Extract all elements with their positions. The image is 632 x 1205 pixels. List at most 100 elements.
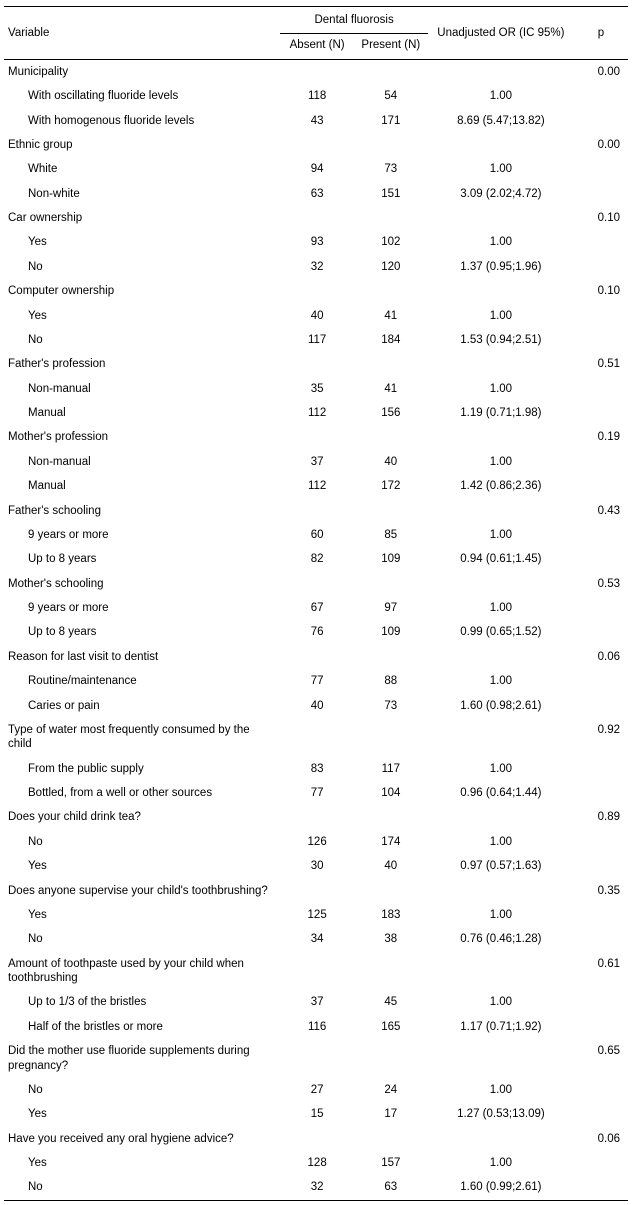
table-row: Yes15171.27 (0.53;13.09) [4, 1102, 628, 1126]
table-row: Yes1281571.00 [4, 1151, 628, 1175]
table-row: Manual1121721.42 (0.86;2.36) [4, 474, 628, 498]
p-value: 0.53 [574, 572, 628, 596]
empty-cell [354, 499, 428, 523]
absent-value: 94 [280, 157, 353, 181]
row-label: No [4, 927, 280, 951]
empty-cell [354, 59, 428, 84]
empty-cell [428, 279, 574, 303]
absent-value: 116 [280, 1015, 353, 1039]
empty-cell [280, 279, 353, 303]
table-row: From the public supply831171.00 [4, 757, 628, 781]
table-row: Yes1251831.00 [4, 903, 628, 927]
present-value: 40 [354, 450, 428, 474]
row-label: Manual [4, 474, 280, 498]
table-body: Municipality0.00With oscillating fluorid… [4, 59, 628, 1200]
present-value: 172 [354, 474, 428, 498]
table-row: No34380.76 (0.46;1.28) [4, 927, 628, 951]
row-label: Non-white [4, 182, 280, 206]
p-value: 0.00 [574, 59, 628, 84]
col-header-absent: Absent (N) [280, 34, 353, 59]
empty-cell [354, 279, 428, 303]
or-value: 1.00 [428, 377, 574, 401]
absent-value: 37 [280, 450, 353, 474]
empty-cell [280, 952, 353, 991]
empty-cell [280, 1127, 353, 1151]
present-value: 174 [354, 830, 428, 854]
table-row: Half of the bristles or more1161651.17 (… [4, 1015, 628, 1039]
empty-cell [574, 377, 628, 401]
empty-cell [280, 206, 353, 230]
or-value: 1.00 [428, 669, 574, 693]
table-row: Yes40411.00 [4, 304, 628, 328]
or-value: 1.00 [428, 84, 574, 108]
absent-value: 35 [280, 377, 353, 401]
group-row: Type of water most frequently consumed b… [4, 718, 628, 757]
group-label: Did the mother use fluoride supplements … [4, 1039, 280, 1078]
present-value: 63 [354, 1175, 428, 1200]
empty-cell [354, 952, 428, 991]
present-value: 151 [354, 182, 428, 206]
or-value: 1.00 [428, 157, 574, 181]
or-value: 1.53 (0.94;2.51) [428, 328, 574, 352]
row-label: Caries or pain [4, 694, 280, 718]
absent-value: 60 [280, 523, 353, 547]
present-value: 88 [354, 669, 428, 693]
or-value: 1.00 [428, 523, 574, 547]
row-label: Bottled, from a well or other sources [4, 781, 280, 805]
group-label: Type of water most frequently consumed b… [4, 718, 280, 757]
p-value: 0.51 [574, 352, 628, 376]
empty-cell [574, 1102, 628, 1126]
empty-cell [354, 572, 428, 596]
row-label: White [4, 157, 280, 181]
or-value: 1.00 [428, 1151, 574, 1175]
empty-cell [574, 781, 628, 805]
present-value: 40 [354, 854, 428, 878]
table-row: Non-white631513.09 (2.02;4.72) [4, 182, 628, 206]
group-label: Amount of toothpaste used by your child … [4, 952, 280, 991]
empty-cell [574, 182, 628, 206]
present-value: 120 [354, 255, 428, 279]
or-value: 1.00 [428, 450, 574, 474]
group-row: Did the mother use fluoride supplements … [4, 1039, 628, 1078]
empty-cell [354, 805, 428, 829]
row-label: No [4, 1078, 280, 1102]
p-value: 0.61 [574, 952, 628, 991]
empty-cell [428, 352, 574, 376]
or-value: 0.99 (0.65;1.52) [428, 620, 574, 644]
p-value: 0.10 [574, 206, 628, 230]
row-label: No [4, 830, 280, 854]
table-row: No32631.60 (0.99;2.61) [4, 1175, 628, 1200]
col-header-variable: Variable [4, 7, 280, 60]
p-value: 0.06 [574, 645, 628, 669]
empty-cell [280, 718, 353, 757]
p-value: 0.35 [574, 879, 628, 903]
col-header-p: p [574, 7, 628, 60]
p-value: 0.92 [574, 718, 628, 757]
empty-cell [280, 879, 353, 903]
p-value: 0.43 [574, 499, 628, 523]
group-row: Have you received any oral hygiene advic… [4, 1127, 628, 1151]
empty-cell [574, 854, 628, 878]
or-value: 1.60 (0.98;2.61) [428, 694, 574, 718]
table-row: No27241.00 [4, 1078, 628, 1102]
group-label: Father's schooling [4, 499, 280, 523]
absent-value: 125 [280, 903, 353, 927]
absent-value: 67 [280, 596, 353, 620]
present-value: 102 [354, 230, 428, 254]
or-value: 1.37 (0.95;1.96) [428, 255, 574, 279]
absent-value: 30 [280, 854, 353, 878]
absent-value: 126 [280, 830, 353, 854]
row-label: Up to 1/3 of the bristles [4, 990, 280, 1014]
empty-cell [428, 645, 574, 669]
table-row: Caries or pain40731.60 (0.98;2.61) [4, 694, 628, 718]
group-label: Computer ownership [4, 279, 280, 303]
table-row: No1171841.53 (0.94;2.51) [4, 328, 628, 352]
group-label: Ethnic group [4, 133, 280, 157]
group-label: Mother's schooling [4, 572, 280, 596]
absent-value: 93 [280, 230, 353, 254]
row-label: Up to 8 years [4, 620, 280, 644]
present-value: 184 [354, 328, 428, 352]
row-label: Yes [4, 1151, 280, 1175]
empty-cell [574, 1175, 628, 1200]
empty-cell [354, 879, 428, 903]
